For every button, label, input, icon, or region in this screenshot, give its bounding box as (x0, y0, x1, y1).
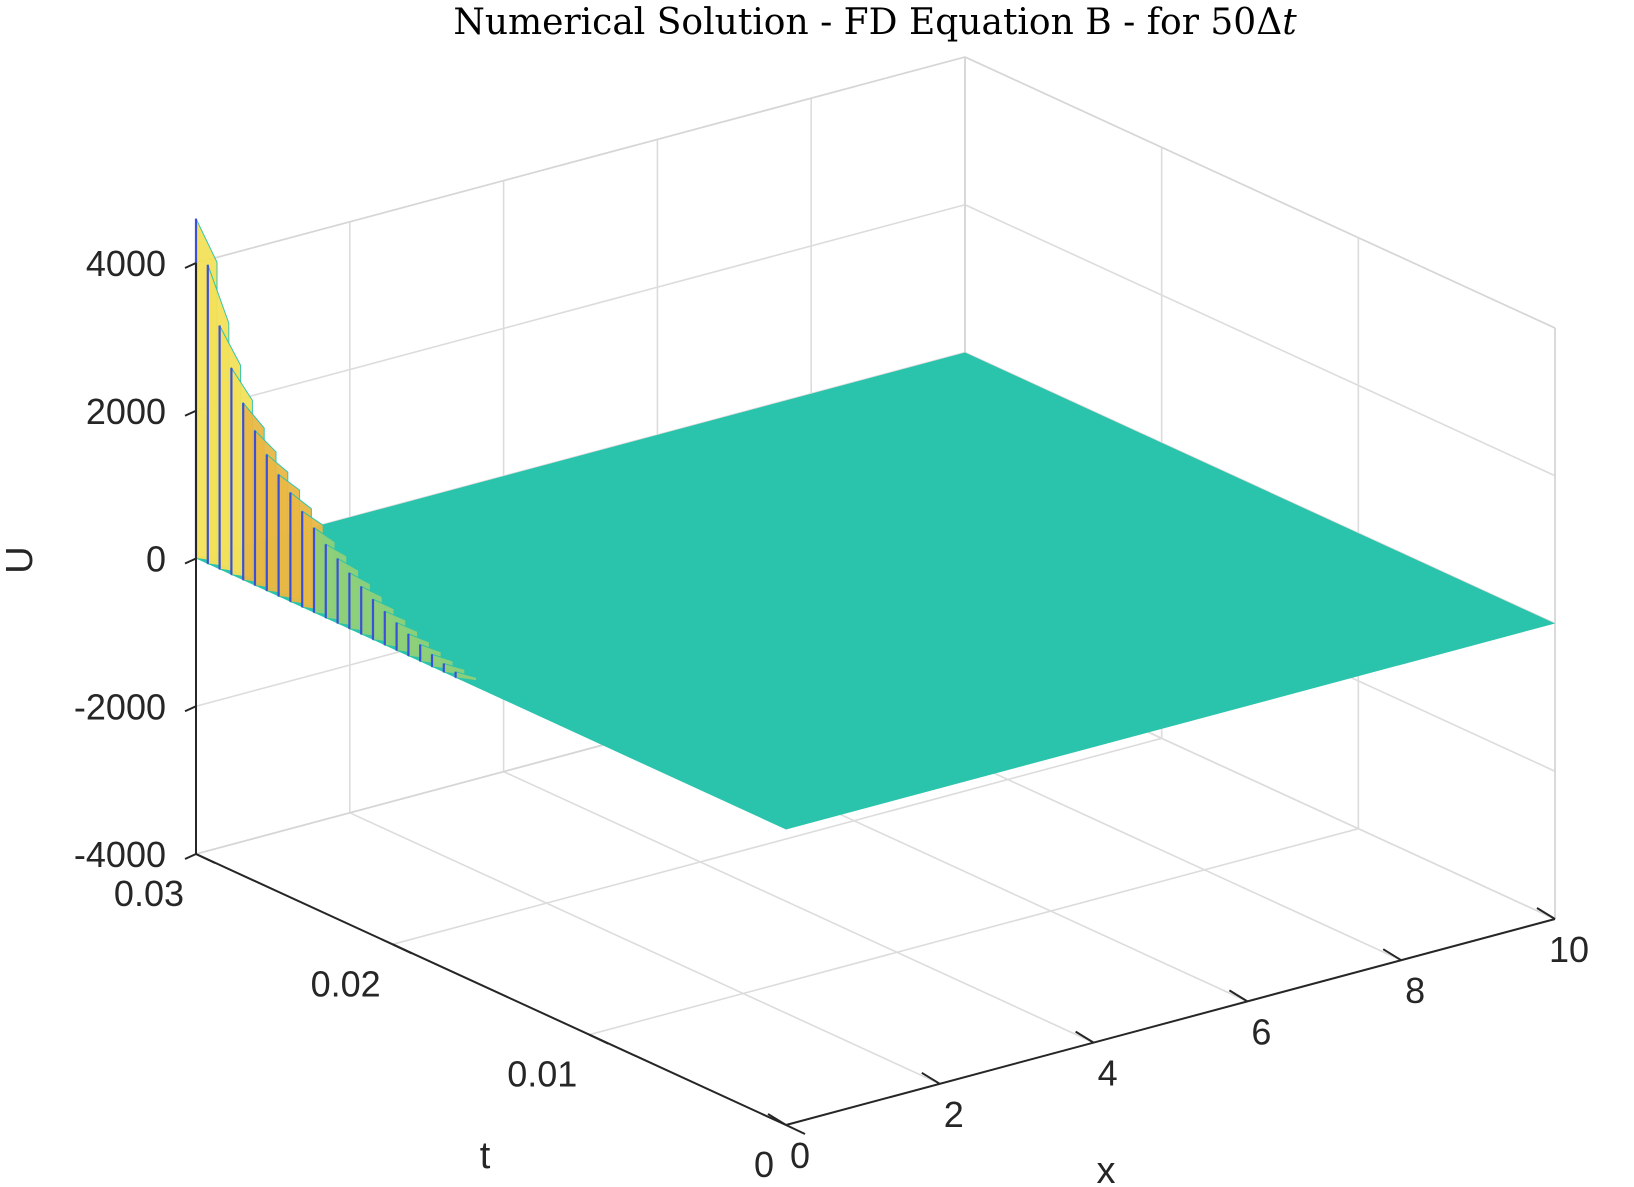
t-tick-mark (785, 1124, 806, 1135)
t-tick-mark (392, 943, 413, 955)
x-tick-mark (1536, 907, 1556, 920)
t-axis-label: t (480, 1135, 491, 1177)
t-tick-label: 0 (754, 1144, 774, 1185)
x-tick-label: 0 (790, 1135, 810, 1176)
floor-gridline-t (589, 827, 1359, 1036)
x-tick-mark (767, 1113, 787, 1126)
box-edge (964, 56, 1556, 329)
x-axis-label: x (1097, 1150, 1116, 1187)
t-tick-mark (195, 853, 216, 864)
u-tick-label: 2000 (86, 391, 166, 432)
x-tick-mark (1382, 948, 1402, 962)
floor-gridline-t (392, 737, 1162, 946)
right-wall-gridline-u (964, 204, 1556, 477)
chart-title-italic: t (1282, 2, 1297, 43)
x-tick-label: 4 (1098, 1053, 1118, 1094)
x-tick-label: 2 (944, 1094, 964, 1135)
back-wall-gridline-u (195, 203, 966, 412)
u-tick-mark (184, 705, 197, 713)
x-tick-label: 10 (1549, 929, 1589, 970)
u-tick-label: -2000 (74, 686, 166, 727)
x-tick-mark (1075, 1030, 1095, 1044)
u-tick-mark (184, 557, 197, 565)
labels-layer: 0 2 4 6 8 10 0 0.01 0.02 0.03-4000 -2000 0 2000 4000 x… (0, 243, 1589, 1187)
x-tick-label: 6 (1251, 1011, 1271, 1052)
floor-gridline-x (503, 770, 1094, 1044)
surface-plane (196, 352, 1555, 830)
u-tick-mark (184, 409, 197, 417)
x-axis-line (785, 918, 1556, 1126)
surface-layer (194, 218, 1555, 830)
x-tick-label: 8 (1405, 970, 1425, 1011)
t-tick-label: 0.01 (507, 1054, 577, 1095)
chart-title-text: Numerical Solution - FD Equation B - for… (453, 2, 1282, 43)
t-tick-label: 0.02 (311, 963, 381, 1004)
t-axis-line (195, 853, 787, 1126)
box-edge (195, 56, 966, 264)
u-tick-mark (184, 262, 197, 269)
u-tick-label: 4000 (86, 243, 166, 284)
u-tick-label: -4000 (74, 834, 166, 875)
axes-layer (184, 262, 1556, 1135)
u-tick-label: 0 (146, 539, 166, 580)
t-tick-label: 0.03 (114, 873, 184, 914)
chart-title: Numerical Solution - FD Equation B - for… (453, 2, 1297, 43)
u-axis-label: U (0, 546, 41, 573)
t-tick-mark (588, 1033, 609, 1045)
x-tick-mark (1228, 989, 1248, 1003)
u-tick-mark (184, 853, 197, 860)
x-tick-mark (921, 1071, 941, 1085)
floor-gridline-x (349, 812, 941, 1085)
